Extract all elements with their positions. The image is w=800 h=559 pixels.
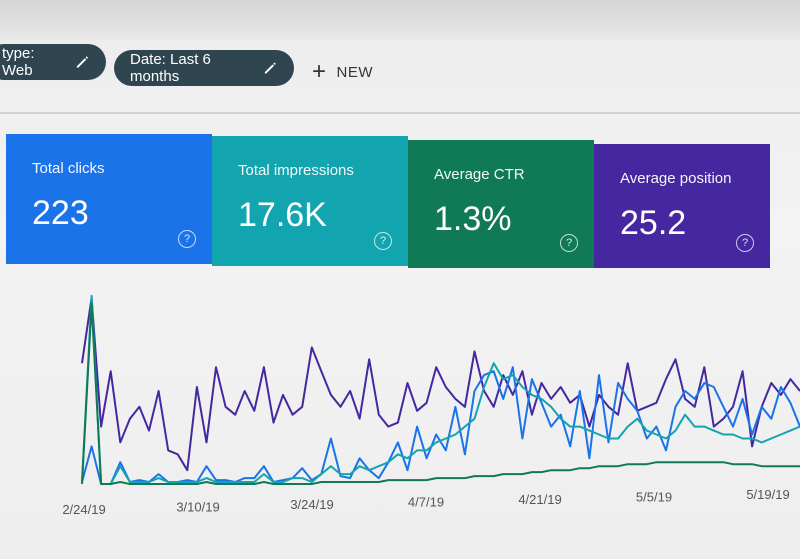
new-filter-button[interactable]: + NEW (312, 58, 373, 86)
date-range-filter-label: Date: Last 6 months (130, 51, 211, 85)
performance-chart-svg: 2/24/19 3/10/19 3/24/19 4/7/19 4/21/19 5/5/19… (62, 294, 800, 517)
metric-label: Average position (620, 170, 732, 187)
x-tick-label: 2/24/19 (62, 502, 105, 517)
metric-value: 25.2 (620, 204, 687, 242)
metric-label: Average CTR (434, 166, 525, 183)
metric-card-average-position[interactable]: Average position 25.2 ? (594, 144, 770, 268)
x-tick-label: 3/24/19 (290, 497, 333, 512)
search-type-filter-label: type: Web (2, 45, 35, 79)
metric-card-total-impressions[interactable]: Total impressions 17.6K ? (212, 136, 408, 266)
edit-pencil-icon (265, 62, 277, 74)
performance-chart: 2/24/19 3/10/19 3/24/19 4/7/19 4/21/19 5/5/19… (0, 268, 800, 559)
new-filter-label: NEW (336, 63, 374, 81)
help-icon[interactable]: ? (736, 234, 754, 252)
help-icon[interactable]: ? (560, 234, 578, 252)
search-type-filter-chip[interactable]: type: Web (0, 44, 106, 80)
x-tick-label: 5/19/19 (746, 487, 789, 502)
metric-card-total-clicks[interactable]: Total clicks 223 ? (6, 134, 212, 264)
metric-card-average-ctr[interactable]: Average CTR 1.3% ? (408, 140, 594, 268)
header-divider (0, 112, 800, 114)
x-tick-label: 4/21/19 (518, 492, 561, 507)
series-line-1 (81, 366, 800, 485)
x-tick-label: 3/10/19 (176, 500, 219, 515)
metric-label: Total impressions (238, 162, 354, 179)
x-tick-label: 4/7/19 (408, 495, 444, 510)
metric-value: 1.3% (434, 200, 512, 238)
plus-icon: + (312, 58, 327, 85)
help-icon[interactable]: ? (178, 230, 196, 248)
edit-pencil-icon (76, 56, 89, 68)
top-band (0, 0, 800, 40)
series-line-3 (81, 302, 800, 485)
date-range-filter-chip[interactable]: Date: Last 6 months (114, 50, 294, 86)
metric-value: 17.6K (238, 196, 327, 234)
help-icon[interactable]: ? (374, 232, 392, 250)
metric-label: Total clicks (32, 160, 105, 177)
series-line-0 (81, 296, 800, 472)
series-line-2 (81, 294, 800, 485)
x-axis-ticks: 2/24/19 3/10/19 3/24/19 4/7/19 4/21/19 5/5/19… (62, 487, 789, 517)
x-tick-label: 5/5/19 (636, 490, 672, 505)
metric-value: 223 (32, 194, 89, 232)
series-layer (81, 294, 800, 485)
